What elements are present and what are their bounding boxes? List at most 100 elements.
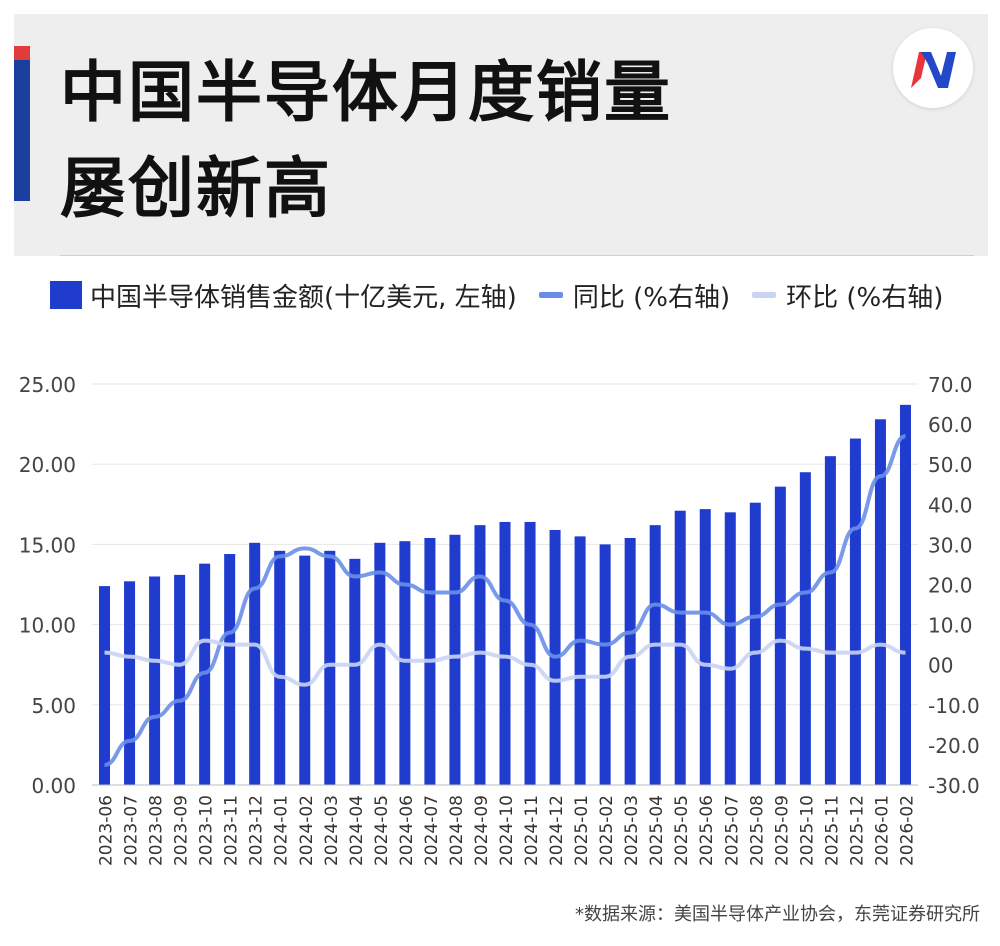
x-tick-label: 2026-02 xyxy=(897,795,917,866)
y-left-tick-label: 15.00 xyxy=(19,533,76,557)
x-tick-label: 2025-04 xyxy=(647,795,667,866)
y-left-tick-label: 25.00 xyxy=(19,373,76,397)
bar xyxy=(374,542,386,785)
brand-logo xyxy=(893,28,973,108)
bar xyxy=(624,537,636,785)
bar xyxy=(324,550,336,785)
bar xyxy=(524,521,536,785)
yoy-series-line xyxy=(104,434,907,767)
x-tick-label: 2023-06 xyxy=(97,795,117,866)
y-right-tick-label: 60.0 xyxy=(928,413,973,437)
bar xyxy=(349,558,361,785)
x-tick-label: 2025-12 xyxy=(847,795,867,866)
legend-item-mom: 环比 (%右轴) xyxy=(752,277,943,314)
x-tick-label: 2024-03 xyxy=(322,795,342,866)
x-tick-label: 2023-09 xyxy=(172,795,192,866)
x-tick-label: 2025-07 xyxy=(722,795,742,866)
y-right-tick-label: 50.0 xyxy=(928,453,973,477)
legend-swatch-mom xyxy=(752,292,777,298)
bar xyxy=(574,536,586,785)
y-right-tick-label: -30.0 xyxy=(928,774,980,798)
x-tick-label: 2024-06 xyxy=(397,795,417,866)
bar xyxy=(249,542,261,785)
page-title-line-2: 屡创新高 xyxy=(60,150,332,227)
x-tick-label: 2024-04 xyxy=(347,795,367,866)
x-tick-label: 2025-11 xyxy=(822,795,842,866)
bar xyxy=(449,534,461,785)
legend-item-bar: 中国半导体销售金额(十亿美元, 左轴) xyxy=(50,277,517,314)
bar xyxy=(224,554,236,785)
bar xyxy=(874,419,886,785)
bar xyxy=(749,502,761,785)
y-right-tick-label: -20.0 xyxy=(928,734,980,758)
title-accent-bar xyxy=(14,46,30,201)
y-right-tick-label: 40.0 xyxy=(928,493,973,517)
x-tick-label: 2024-05 xyxy=(372,795,392,866)
x-tick-label: 2023-11 xyxy=(222,795,242,866)
bar xyxy=(149,576,161,785)
chart-legend: 中国半导体销售金额(十亿美元, 左轴) 同比 (%右轴) 环比 (%右轴) xyxy=(50,277,965,314)
legend-label-bar: 中国半导体销售金额(十亿美元, 左轴) xyxy=(90,282,517,313)
bar xyxy=(649,525,661,785)
bar xyxy=(774,486,786,785)
x-tick-label: 2024-07 xyxy=(422,795,442,866)
title-divider xyxy=(60,255,974,256)
bar xyxy=(599,544,611,785)
x-tick-label: 2025-03 xyxy=(622,795,642,866)
y-left-tick-label: 0.00 xyxy=(31,774,76,798)
page-title-line-1: 中国半导体月度销量 xyxy=(60,54,672,131)
bar xyxy=(899,404,911,785)
bar xyxy=(799,472,811,785)
x-tick-label: 2024-09 xyxy=(472,795,492,866)
bar xyxy=(274,550,286,785)
legend-swatch-yoy xyxy=(538,292,563,298)
legend-swatch-bar xyxy=(50,281,82,309)
bar xyxy=(124,581,136,785)
x-tick-label: 2025-10 xyxy=(797,795,817,866)
y-right-tick-label: 70.0 xyxy=(928,373,973,397)
bar xyxy=(99,586,111,785)
x-tick-label: 2025-08 xyxy=(747,795,767,866)
bar xyxy=(674,510,686,785)
x-tick-label: 2023-08 xyxy=(147,795,167,866)
x-tick-label: 2026-01 xyxy=(872,795,892,866)
y-right-tick-label: 30.0 xyxy=(928,533,973,557)
bar xyxy=(474,525,486,785)
x-tick-label: 2024-12 xyxy=(547,795,567,866)
y-left-tick-label: 20.00 xyxy=(19,453,76,477)
bar xyxy=(499,521,511,785)
x-tick-label: 2024-01 xyxy=(272,795,292,866)
bar xyxy=(849,438,861,785)
bar xyxy=(724,512,736,785)
bar xyxy=(824,456,836,785)
x-tick-label: 2024-08 xyxy=(447,795,467,866)
legend-item-yoy: 同比 (%右轴) xyxy=(538,277,731,314)
legend-label-mom: 环比 (%右轴) xyxy=(786,282,944,313)
y-right-tick-label: 00 xyxy=(928,654,953,678)
title-accent-bar-top xyxy=(14,46,30,60)
x-tick-label: 2025-05 xyxy=(672,795,692,866)
bar xyxy=(699,509,711,785)
x-tick-label: 2025-02 xyxy=(597,795,617,866)
y-right-tick-label: 20.0 xyxy=(928,574,973,598)
sales-chart: 0.00 5.00 10.00 15.00 20.00 25.00 -30.0 -20.0 -1… xyxy=(19,373,980,866)
x-tick-label: 2025-06 xyxy=(697,795,717,866)
x-tick-label: 2024-11 xyxy=(522,795,542,866)
bar xyxy=(299,555,311,785)
x-tick-label: 2024-10 xyxy=(497,795,517,866)
y-left-tick-label: 10.00 xyxy=(19,614,76,638)
bar xyxy=(174,574,186,785)
x-tick-label: 2024-02 xyxy=(297,795,317,866)
y-right-tick-label: 10.0 xyxy=(928,614,973,638)
title-band xyxy=(14,14,988,256)
x-tick-label: 2025-01 xyxy=(572,795,592,866)
mom-series-line xyxy=(104,638,906,687)
x-tick-label: 2025-09 xyxy=(772,795,792,866)
x-tick-label: 2023-07 xyxy=(122,795,142,866)
source-note: *数据来源：美国半导体产业协会，东莞证券研究所 xyxy=(575,904,980,925)
legend-label-yoy: 同比 (%右轴) xyxy=(572,282,731,313)
brand-logo-icon xyxy=(911,52,956,88)
y-right-tick-label: -10.0 xyxy=(928,694,980,718)
x-tick-label: 2023-12 xyxy=(247,795,267,866)
x-tick-label: 2023-10 xyxy=(197,795,217,866)
